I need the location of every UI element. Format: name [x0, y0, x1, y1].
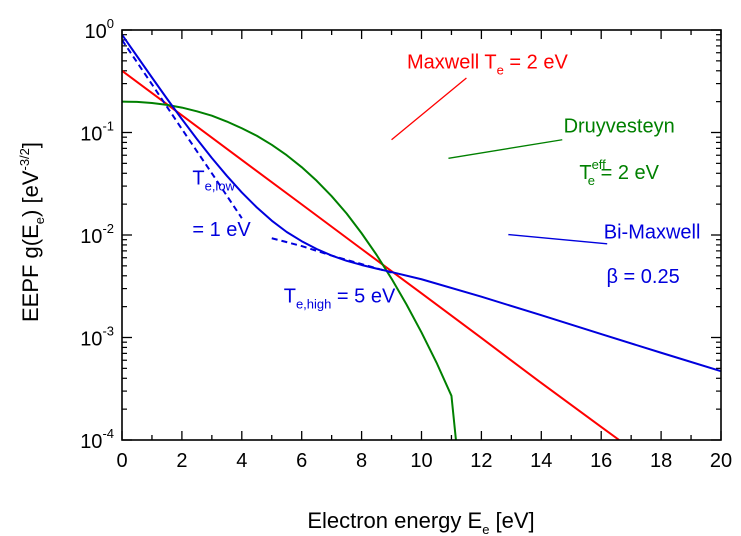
series-line-3	[122, 39, 243, 219]
y-tick-label: 10-4	[80, 426, 114, 453]
y-axis-title-mid: ) [eV	[18, 170, 43, 217]
svg-text:Electron energy Ee [eV]: Electron energy Ee [eV]	[307, 508, 534, 536]
series-line-2	[122, 34, 721, 373]
annotation-label: = 1 eV	[192, 219, 251, 241]
x-tick-label: 20	[710, 450, 732, 472]
x-axis-title-main: Electron energy E	[307, 508, 482, 533]
x-tick-label: 10	[410, 450, 432, 472]
x-tick-label: 8	[356, 450, 367, 472]
x-axis-title-sub: e	[482, 522, 489, 536]
annotation-label: Bi-Maxwell	[604, 222, 701, 244]
annotation-label: Te,high = 5 eV	[284, 285, 396, 311]
y-tick-label: 100	[85, 16, 114, 43]
series-line-1	[122, 100, 457, 440]
annotation-label: β = 0.25	[607, 266, 680, 288]
x-tick-label: 0	[116, 450, 127, 472]
annotation-label: Maxwell Te = 2 eV	[407, 52, 568, 78]
annotation-pointer	[391, 77, 467, 141]
annotation-label: Druyvesteyn	[564, 116, 675, 138]
y-tick-label: 10-2	[80, 221, 114, 248]
plot-frame	[121, 29, 722, 441]
series-line-0	[122, 69, 620, 440]
x-axis-title: Electron energy Ee [eV]	[307, 508, 534, 536]
annotation-pointer	[508, 233, 608, 245]
series-line-4	[271, 237, 392, 274]
y-tick-label: 10-3	[80, 324, 114, 351]
x-tick-label: 12	[470, 450, 492, 472]
x-tick-label: 14	[530, 450, 552, 472]
x-tick-label: 6	[296, 450, 307, 472]
y-axis-title-sup: -3/2	[17, 148, 32, 170]
x-tick-label: 2	[176, 450, 187, 472]
series-group	[122, 34, 721, 440]
y-axis-title-sub: e	[32, 217, 47, 224]
annotation-label: Te,low	[192, 168, 235, 194]
svg-text:EEPF g(Ee) [eV-3/2]: EEPF g(Ee) [eV-3/2]	[17, 142, 47, 322]
y-axis-title: EEPF g(Ee) [eV-3/2]	[17, 142, 47, 322]
y-tick-label: 10-1	[80, 119, 114, 146]
annotation-label: Teff e = 2 eV	[579, 157, 659, 188]
y-axis-title-tail: ]	[18, 142, 43, 148]
x-tick-label: 4	[236, 450, 247, 472]
annotation-pointer	[448, 139, 563, 159]
x-tick-label: 16	[590, 450, 612, 472]
x-axis-title-tail: [eV]	[489, 508, 534, 533]
y-axis-title-main: EEPF g(E	[18, 224, 43, 322]
x-tick-label: 18	[650, 450, 672, 472]
